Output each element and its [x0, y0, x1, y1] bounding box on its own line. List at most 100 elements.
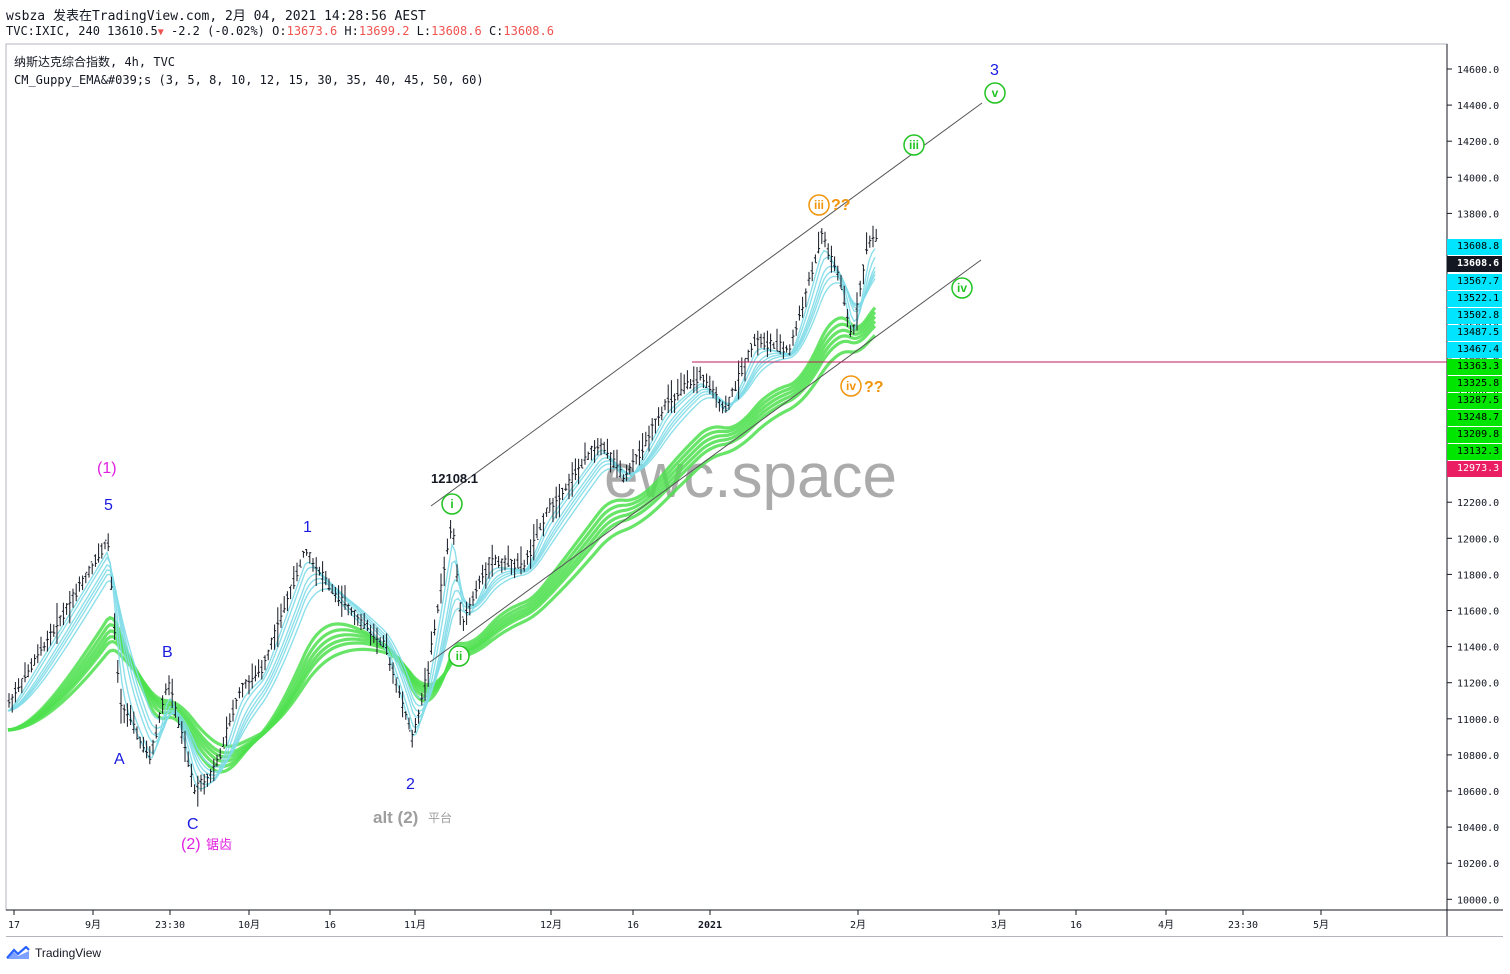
series-legend[interactable]: 纳斯达克综合指数, 4h, TVC [14, 55, 176, 69]
down-arrow-icon: ▼ [157, 27, 164, 38]
alt-wave-2-label: alt (2) [373, 808, 418, 827]
time-tick-label: 5月 [1313, 919, 1329, 931]
price-label-tag: 13567.7 [1447, 274, 1502, 290]
wave-3-label: 3 [990, 62, 999, 79]
wave-iv-circle: iv [951, 277, 973, 299]
wave-iii-circle: iii [903, 134, 925, 156]
high-label: H: [344, 24, 359, 38]
time-tick-label: 23:30 [1228, 920, 1258, 931]
time-tick-label: 9月 [85, 919, 101, 931]
publish-header: wsbza 发表在TradingView.com, 2月 04, 2021 14… [6, 9, 426, 24]
chart-legend[interactable]: 纳斯达克综合指数, 4h, TVC CM_Guppy_EMA&#039;s (3… [14, 53, 484, 89]
price-tick-label: 10600.0 [1457, 787, 1499, 798]
wave-v-circle: v [984, 82, 1006, 104]
price-tick-label: 12200.0 [1457, 498, 1499, 509]
tradingview-brand: TradingView [35, 946, 102, 960]
time-tick-label: 2月 [850, 919, 866, 931]
price-tick-label: 14600.0 [1457, 65, 1499, 76]
ohlc-header: TVC:IXIC, 240 13610.5▼ -2.2 (-0.02%) O: 1… [6, 24, 554, 38]
price-tick-label: 14000.0 [1457, 173, 1499, 184]
low-label: L: [416, 24, 432, 38]
time-tick-label: 16 [627, 920, 639, 931]
flat-suffix: 平台 [428, 810, 452, 825]
price-label-tag: 13608.8 [1447, 239, 1502, 255]
indicator-legend[interactable]: CM_Guppy_EMA&#039;s (3, 5, 8, 10, 12, 15… [14, 73, 484, 87]
price-label-tag: 13522.1 [1447, 291, 1502, 307]
price-tick-label: 13800.0 [1457, 209, 1499, 220]
upper-channel-line[interactable] [430, 102, 983, 507]
symbol-info: TVC:IXIC, 240 13610.5 [6, 24, 158, 38]
zigzag-suffix: 锯齿 [206, 837, 232, 852]
svg-text:iii: iii [814, 198, 824, 212]
price-tick-label: 11600.0 [1457, 607, 1499, 618]
time-tick-label: 2021 [698, 920, 722, 931]
wave-ii-circle: ii [448, 645, 470, 667]
slow-ema-ribbon [7, 306, 877, 774]
time-tick-label: 11月 [404, 919, 426, 931]
price-label-tag: 12973.3 [1447, 461, 1502, 477]
time-tick-label: 4月 [1158, 919, 1174, 931]
price-label-tag: 13287.5 [1447, 393, 1502, 409]
svg-text:v: v [992, 86, 999, 100]
wave-2-zigzag-label: (2) [181, 836, 201, 853]
question-marks-bottom: ?? [864, 379, 884, 396]
time-tick-label: 23:30 [155, 920, 185, 931]
close-value: 13608.6 [503, 24, 554, 38]
svg-text:iv: iv [846, 379, 856, 393]
svg-text:i: i [450, 497, 453, 511]
wave-b-label: B [162, 644, 173, 661]
close-label: C: [488, 24, 504, 38]
wave-c-label: C [187, 816, 199, 833]
low-value: 13608.6 [431, 24, 482, 38]
price-tick-label: 11200.0 [1457, 679, 1499, 690]
wave-2-label: 2 [406, 776, 415, 793]
svg-text:iv: iv [957, 281, 967, 295]
price-label-tag: 13608.6 [1447, 256, 1502, 272]
price-tick-label: 14400.0 [1457, 101, 1499, 112]
price-label-tag: 13132.3 [1447, 444, 1502, 460]
wave-5-label: 5 [104, 497, 113, 514]
svg-text:ii: ii [456, 649, 463, 663]
wave-1-label: 1 [303, 519, 312, 536]
high-value: 13699.2 [358, 24, 410, 38]
wave-i-circle: i [441, 493, 463, 515]
price-tick-label: 11000.0 [1457, 715, 1499, 726]
price-tick-label: 11400.0 [1457, 643, 1499, 654]
price-label-tag: 13487.5 [1447, 325, 1502, 341]
time-tick-label: 12月 [540, 919, 562, 931]
open-label: O: [272, 24, 287, 38]
footer-brand[interactable]: TradingView [6, 946, 101, 960]
price-tick-label: 10200.0 [1457, 859, 1499, 870]
tradingview-logo-icon [6, 946, 30, 959]
price-tick-label: 14200.0 [1457, 137, 1499, 148]
bottom-bar [6, 936, 1503, 937]
time-axis[interactable]: 17 9月 23:30 10月 16 11月 12月 16 2021 2月 3月 16 4月 23:30 5… [8, 910, 1329, 931]
plot-area[interactable] [5, 43, 1448, 911]
price-label-tag: 13467.4 [1447, 342, 1502, 358]
price-label-tag: 13209.8 [1447, 427, 1502, 443]
price-label-tag: 13363.3 [1447, 359, 1502, 375]
price-tick-label: 10800.0 [1457, 751, 1499, 762]
peak-price-label: 12108.1 [431, 471, 478, 486]
slow-ema-line [7, 334, 877, 748]
time-tick-label: 17 [8, 920, 20, 931]
fast-ema-line [7, 278, 876, 768]
time-tick-label: 16 [1070, 920, 1082, 931]
alt-wave-iii-circle: iii [808, 194, 830, 216]
svg-text:iii: iii [909, 138, 919, 152]
time-tick-label: 16 [324, 920, 336, 931]
wave-a-label: A [114, 751, 125, 768]
time-tick-label: 10月 [238, 919, 260, 931]
wave-1-parenthesis-label: (1) [97, 460, 117, 477]
lower-channel-line[interactable] [429, 259, 982, 663]
change-value: -2.2 (-0.02%) [170, 24, 265, 38]
price-tick-label: 12000.0 [1457, 534, 1499, 545]
time-tick-label: 3月 [991, 919, 1007, 931]
price-axis[interactable]: 14600.014400.014200.014000.013800.013600… [1447, 65, 1499, 906]
price-label-tag: 13325.8 [1447, 376, 1502, 392]
price-tick-label: 11800.0 [1457, 570, 1499, 581]
price-bars [7, 225, 878, 807]
price-label-tag: 13502.8 [1447, 308, 1502, 324]
question-marks-top: ?? [831, 197, 851, 214]
